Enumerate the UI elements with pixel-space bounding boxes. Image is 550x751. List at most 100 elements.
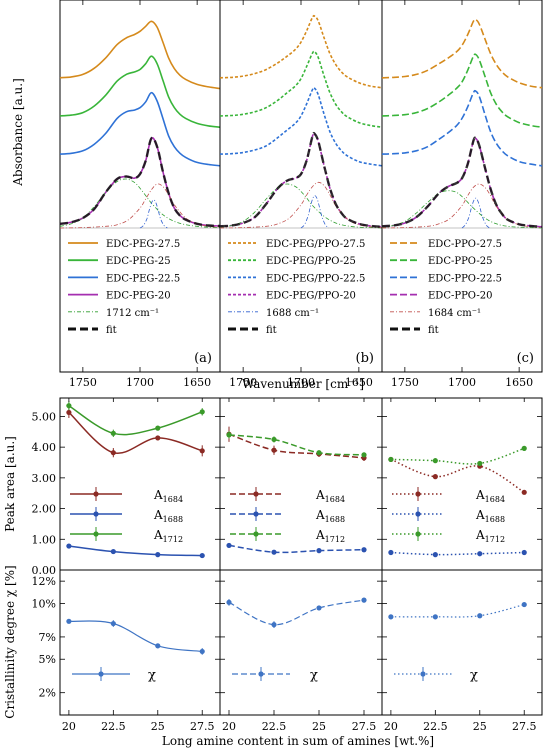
data-point: [155, 552, 161, 558]
legend-marker: [415, 531, 421, 537]
data-point: [271, 622, 277, 628]
data-point: [477, 613, 483, 619]
spectrum-1688-cm-: [300, 195, 330, 229]
spectrum-EDC-PEG-27.5: [59, 20, 221, 90]
data-point: [199, 448, 205, 454]
x-tick-label: 22.5: [262, 720, 287, 733]
data-point: [110, 450, 116, 456]
legend-label: EDC-PEG-27.5: [106, 239, 180, 250]
x-tick-label: 1650: [183, 376, 211, 389]
legend-label: A1688: [153, 508, 183, 524]
area-series-A1684: [228, 433, 365, 459]
spectrum-1684-cm-: [219, 181, 383, 229]
data-point: [477, 551, 483, 557]
crystallinity-frame: [381, 569, 543, 716]
legend-label: χ: [310, 668, 318, 683]
data-point: [199, 409, 205, 415]
x-tick-label: 1700: [448, 376, 476, 389]
crystallinity-y-axis-label: Cristallinity degree χ [%]: [3, 565, 17, 718]
y-tick-label: 4.00: [32, 441, 57, 454]
legend-label: 1712 cm⁻¹: [106, 308, 159, 319]
data-point: [361, 597, 367, 603]
data-point: [477, 460, 483, 467]
spectrum-1712-cm-: [59, 178, 221, 228]
data-point: [271, 549, 277, 555]
legend-marker: [93, 511, 99, 517]
area-series-A1688: [390, 551, 525, 556]
panel-tag: (a): [194, 351, 212, 366]
area-series-A1712: [68, 405, 203, 436]
legend-label: 1684 cm⁻¹: [428, 308, 481, 319]
ftir-panel-3: 1750 1700 1650 EDC-PPO-27.5 EDC-PPO-25 EDC-PP…: [381, 0, 543, 389]
data-point: [199, 552, 205, 559]
area-series-A1688: [68, 545, 203, 557]
legend-marker: [93, 531, 99, 537]
legend-label: χ: [470, 668, 478, 683]
peak-area-panel-3: A1684 A1688 A1712: [381, 397, 543, 571]
legend-label: EDC-PEG-20: [106, 291, 171, 302]
ftir-panel-1: 1750 1700 1650 EDC-PEG-27.5 EDC-PEG-25 EDC-PE…: [59, 0, 221, 389]
legend-label: EDC-PEG/PPO-20: [266, 291, 356, 302]
panel-tag: (b): [356, 351, 374, 366]
data-point: [66, 409, 72, 416]
area-series-A1712: [228, 434, 365, 456]
x-tick-label: 20: [384, 720, 398, 733]
spectrum-EDC-PEG-25: [59, 55, 221, 128]
legend-label: A1688: [475, 508, 505, 524]
data-point: [271, 436, 277, 443]
legend-marker: [253, 491, 259, 497]
x-tick-label: 1750: [391, 376, 419, 389]
spectrum-EDC-PEG-PPO-27.5: [219, 14, 383, 89]
data-point: [316, 548, 322, 554]
y-tick-label: 3.00: [32, 472, 57, 485]
legend-label: EDC-PPO-22.5: [428, 273, 502, 284]
data-point: [432, 614, 438, 620]
x-tick-label: 22.5: [101, 720, 126, 733]
data-point: [155, 425, 161, 431]
legend-label: EDC-PEG/PPO-25: [266, 256, 356, 267]
spectrum-fit: [381, 136, 543, 228]
legend-marker: [93, 491, 99, 497]
peak-area-y-axis-label: Peak area [a.u.]: [3, 436, 17, 532]
x-tick-label: 1750: [229, 376, 257, 389]
data-point: [316, 605, 322, 611]
y-tick-label: 0.00: [32, 564, 57, 577]
legend-label: 1688 cm⁻¹: [266, 308, 319, 319]
x-tick-label: 20: [222, 720, 236, 733]
data-point: [66, 403, 72, 409]
spectrum-EDC-PPO-25: [381, 53, 543, 128]
area-series-A1688: [228, 544, 365, 554]
data-point: [388, 456, 394, 463]
y-tick-label: 10%: [32, 597, 56, 610]
crystallinity-frame: [219, 569, 383, 716]
legend-marker: [420, 671, 426, 677]
spectrum-EDC-PPO-22.5: [381, 89, 543, 167]
data-point: [226, 542, 232, 549]
spectrum-EDC-PPO-27.5: [381, 18, 543, 89]
x-tick-label: 1650: [505, 376, 533, 389]
data-point: [199, 648, 205, 655]
data-point: [521, 601, 527, 608]
chi-series: [390, 604, 525, 618]
area-series-A1684: [68, 411, 203, 455]
data-point: [521, 549, 527, 556]
legend-marker: [253, 511, 259, 517]
spectrum-EDC-PPO-20: [381, 136, 543, 228]
y-tick-label: 5%: [39, 653, 56, 666]
legend-label: EDC-PEG/PPO-27.5: [266, 239, 365, 250]
legend-label: A1684: [475, 488, 505, 504]
crystallinity-panel-2: χ: [219, 569, 383, 716]
data-point: [432, 474, 438, 480]
crystallinity-frame: [59, 569, 221, 716]
y-tick-label: 1.00: [32, 533, 57, 546]
peak-area-panel-1: A1684 A1688 A1712: [59, 397, 221, 571]
legend-label: EDC-PEG/PPO-22.5: [266, 273, 365, 284]
ftir-x-axis-label: Wavenumber [cm⁻¹]: [242, 377, 364, 391]
chi-series: [228, 599, 365, 626]
legend-label: EDC-PPO-20: [428, 291, 492, 302]
x-tick-label: 27.5: [512, 720, 537, 733]
data-point: [66, 618, 72, 624]
data-point: [110, 548, 116, 555]
peak-area-frame: [381, 397, 543, 571]
